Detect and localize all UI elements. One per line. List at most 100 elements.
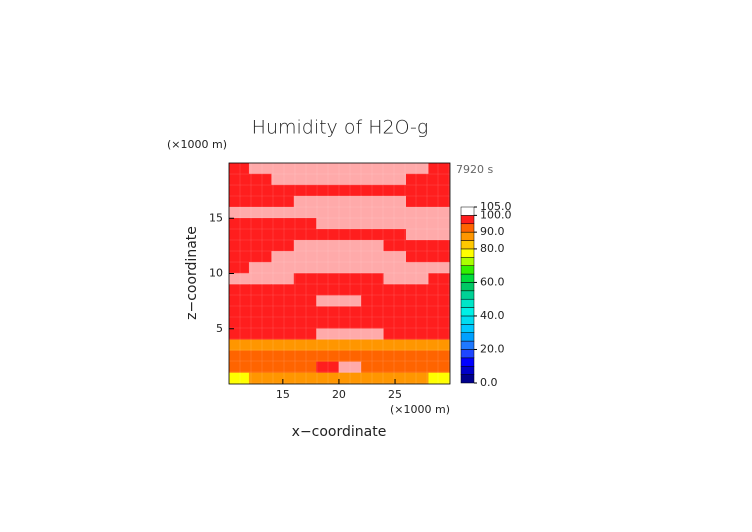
contour-cell bbox=[271, 361, 295, 374]
contour-cell bbox=[428, 273, 450, 285]
x-tick-label: 25 bbox=[388, 388, 402, 401]
colorbar-tick-label: 90.0 bbox=[480, 225, 505, 238]
colorbar-swatch bbox=[460, 282, 475, 292]
y-unit: (×1000 m) bbox=[167, 138, 227, 151]
contour-cell bbox=[361, 240, 385, 252]
contour-cell bbox=[383, 339, 407, 352]
contour-cell bbox=[383, 163, 407, 175]
contour-cell bbox=[428, 284, 450, 296]
contour-cell bbox=[293, 339, 317, 352]
contour-cell bbox=[383, 206, 407, 219]
y-axis-label: z−coordinate bbox=[184, 226, 200, 320]
colorbar-swatch bbox=[460, 248, 475, 258]
contour-cell bbox=[293, 229, 317, 241]
contour-cell bbox=[405, 273, 429, 285]
contour-cell bbox=[383, 218, 407, 230]
contour-cell bbox=[405, 361, 429, 374]
contour-cell bbox=[271, 317, 295, 330]
contour-cell bbox=[361, 328, 385, 341]
contour-cell bbox=[405, 295, 429, 307]
contour-cell bbox=[405, 306, 429, 318]
colorbar-swatch bbox=[460, 357, 475, 367]
x-axis-label: x−coordinate bbox=[292, 424, 387, 440]
contour-cell bbox=[361, 229, 385, 241]
contour-cell bbox=[383, 350, 407, 363]
contour-cell bbox=[383, 328, 407, 341]
contour-cell bbox=[248, 339, 272, 352]
contour-cell bbox=[229, 229, 250, 241]
colorbar-swatch bbox=[460, 307, 475, 317]
colorbar-swatch bbox=[460, 257, 475, 266]
contour-cell bbox=[229, 339, 250, 352]
contour-cell bbox=[248, 173, 272, 186]
contour-cell bbox=[428, 339, 450, 352]
contour-cell bbox=[361, 372, 385, 384]
contour-cell bbox=[383, 361, 407, 374]
colorbar-swatch bbox=[460, 365, 475, 375]
contour-cell bbox=[428, 195, 450, 208]
contour-cell bbox=[271, 173, 295, 186]
colorbar-tick-label: 20.0 bbox=[480, 342, 505, 355]
contour-cell bbox=[248, 284, 272, 296]
contour-cell bbox=[383, 173, 407, 186]
contour-cell bbox=[271, 206, 295, 219]
contour-cell bbox=[405, 240, 429, 252]
contour-cell bbox=[428, 328, 450, 341]
contour-cell bbox=[229, 372, 250, 384]
colorbar-tick-label: 100.0 bbox=[480, 208, 512, 221]
contour-cell bbox=[293, 328, 317, 341]
contour-cell bbox=[405, 317, 429, 330]
contour-cell bbox=[229, 328, 250, 341]
contour-cell bbox=[271, 195, 295, 208]
contour-cell bbox=[383, 284, 407, 296]
contour-cell bbox=[405, 195, 429, 208]
contour-cell bbox=[248, 262, 272, 274]
contour-cell bbox=[405, 218, 429, 230]
contour-cell bbox=[405, 184, 429, 197]
contour-cell bbox=[428, 372, 450, 384]
contour-cell bbox=[428, 306, 450, 318]
colorbar-tick-label: 80.0 bbox=[480, 242, 505, 255]
contour-cell bbox=[229, 206, 250, 219]
contour-cell bbox=[361, 306, 385, 318]
colorbar-tick-label: 0.0 bbox=[480, 376, 498, 389]
y-tick-label: 10 bbox=[209, 267, 223, 280]
y-tick-label: 5 bbox=[216, 322, 223, 335]
contour-cell bbox=[229, 284, 250, 296]
colorbar-swatch bbox=[460, 349, 475, 359]
contour-cell bbox=[405, 328, 429, 341]
contour-cell bbox=[271, 184, 295, 197]
contour-cell bbox=[293, 372, 317, 384]
contour-cell bbox=[248, 361, 272, 374]
x-tick-label: 20 bbox=[332, 388, 346, 401]
contour-cell bbox=[271, 350, 295, 363]
colorbar-swatch bbox=[460, 324, 475, 333]
contour-cell bbox=[271, 328, 295, 341]
contour-cell bbox=[229, 295, 250, 307]
contour-cell bbox=[428, 361, 450, 374]
colorbar-swatch bbox=[460, 332, 475, 342]
y-tick-label: 15 bbox=[209, 211, 223, 224]
contour-cell bbox=[271, 163, 295, 175]
contour-cell bbox=[405, 350, 429, 363]
contour-cell bbox=[428, 184, 450, 197]
contour-cell bbox=[428, 317, 450, 330]
contour-cell bbox=[405, 262, 429, 274]
colorbar-swatch bbox=[460, 231, 475, 241]
contour-cell bbox=[229, 306, 250, 318]
contour-cell bbox=[229, 218, 250, 230]
colorbar-swatch bbox=[460, 290, 475, 300]
contour-cell bbox=[383, 295, 407, 307]
colorbar-swatch bbox=[460, 223, 475, 233]
contour-cell bbox=[361, 350, 385, 363]
contour-cell bbox=[383, 240, 407, 252]
contour-cell bbox=[383, 251, 407, 263]
contour-cell bbox=[361, 218, 385, 230]
contour-cell bbox=[229, 251, 250, 263]
contour-cell bbox=[361, 317, 385, 330]
contour-cell bbox=[271, 273, 295, 285]
contour-cell bbox=[271, 229, 295, 241]
contour-cell bbox=[293, 163, 317, 175]
contour-cell bbox=[428, 229, 450, 241]
colorbar-swatch bbox=[460, 273, 475, 283]
